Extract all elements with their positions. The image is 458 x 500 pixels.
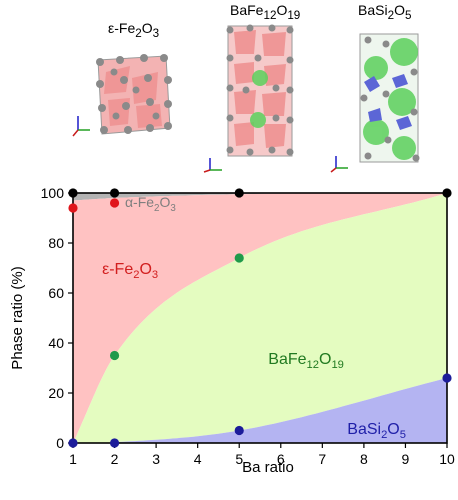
- basi2o5-point: [68, 438, 78, 448]
- y-tick-label: 80: [48, 235, 64, 251]
- x-tick-label: 9: [402, 451, 410, 467]
- x-axis-label: Ba ratio: [242, 459, 294, 476]
- alpha-fe2o3-point: [109, 188, 120, 198]
- y-tick-label: 40: [48, 335, 64, 351]
- x-tick-label: 7: [318, 451, 326, 467]
- alpha-fe2o3-label: α-Fe2O3: [125, 194, 176, 214]
- y-tick-label: 20: [48, 385, 64, 401]
- alpha-fe2o3-point: [442, 188, 452, 198]
- basi2o5-region: [73, 378, 447, 443]
- x-tick-label: 4: [194, 451, 202, 467]
- bafe12o19-structure-title: BaFe12O19: [230, 2, 301, 22]
- x-tick-label: 2: [111, 451, 119, 467]
- fe2o3-structure-title: ε-Fe2O3: [108, 20, 160, 40]
- epsilon-fe2o3-point: [68, 203, 78, 213]
- epsilon-fe2o3-label: ε-Fe2O3: [102, 261, 158, 281]
- alpha-fe2o3-region: [73, 193, 447, 201]
- bafe12o19-label: BaFe12O19: [268, 351, 344, 371]
- plot-frame: [72, 192, 448, 444]
- alpha-fe2o3-point: [68, 188, 78, 198]
- x-tick-label: 10: [439, 451, 455, 467]
- alpha-fe2o3-point: [234, 188, 244, 198]
- x-tick-label: 1: [69, 451, 77, 467]
- basi2o5-point: [442, 373, 452, 383]
- fe2o3-crystal-structure-icon: [72, 54, 172, 137]
- y-tick-label: 100: [41, 185, 65, 201]
- bafe12o19-point: [234, 253, 244, 263]
- basi2o5-point: [234, 425, 244, 436]
- x-tick-label: 3: [152, 451, 160, 467]
- y-tick-label: 0: [56, 435, 64, 451]
- basi2o5-crystal-structure-icon: [330, 33, 420, 173]
- x-tick-label: 8: [360, 451, 368, 467]
- y-axis-label: Phase ratio (%): [9, 266, 26, 369]
- basi2o5-structure-title: BaSi2O5: [358, 2, 412, 22]
- epsilon-fe2o3-point: [109, 198, 120, 208]
- epsilon-fe2o3-region: [73, 193, 447, 443]
- bafe12o19-point: [109, 350, 120, 361]
- bafe12o19-region: [73, 193, 447, 443]
- x-tick-label: 5: [235, 451, 243, 467]
- basi2o5-point: [109, 438, 120, 448]
- x-tick-label: 6: [277, 451, 285, 467]
- y-tick-label: 60: [48, 285, 64, 301]
- basi2o5-label: BaSi2O5: [347, 421, 406, 441]
- bafe12o19-crystal-structure-icon: [203, 24, 294, 173]
